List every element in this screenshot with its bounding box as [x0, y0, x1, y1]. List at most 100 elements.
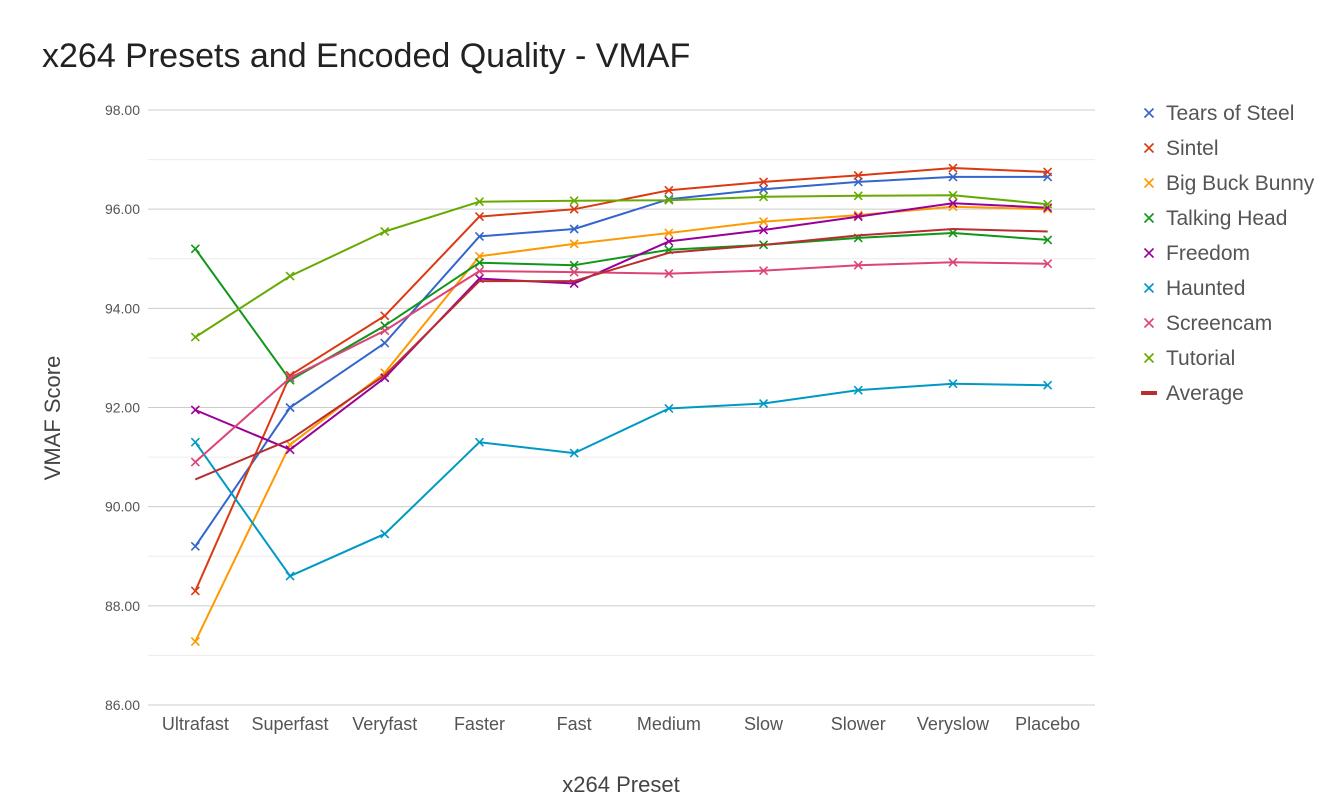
data-point: [569, 260, 579, 270]
x-axis-ticks: Ultrafast Superfast Veryfast Faster Fast Medi…: [162, 714, 1080, 734]
x-tick-label: Placebo: [1015, 714, 1080, 734]
data-point: [948, 163, 958, 173]
data-point: [474, 212, 485, 222]
data-point: [569, 267, 579, 277]
x-tick-label: Slow: [744, 714, 784, 734]
x-tick-label: Fast: [557, 714, 592, 734]
series-big-buck-bunny: [190, 202, 1053, 647]
legend-marker: [1143, 177, 1155, 189]
data-point: [948, 257, 958, 267]
y-tick-label: 98.00: [105, 102, 140, 118]
data-point: [380, 326, 390, 336]
data-point: [569, 224, 579, 234]
series-line-freedom: [194, 202, 1048, 451]
legend-marker: [1143, 142, 1155, 154]
data-point: [758, 216, 769, 227]
data-point: [569, 448, 579, 458]
legend: Tears of Steel Sintel Big Buck Bunny Talkin…: [1141, 102, 1315, 405]
data-point: [285, 373, 295, 383]
series-tutorial: [190, 190, 1053, 342]
legend-item: Tears of Steel: [1143, 102, 1294, 125]
data-point: [190, 586, 200, 596]
data-point: [664, 269, 674, 279]
legend-item: Screencam: [1143, 312, 1272, 335]
data-point: [474, 258, 485, 268]
data-point: [285, 402, 295, 413]
y-tick-label: 92.00: [105, 400, 140, 416]
data-point: [190, 244, 200, 254]
legend-marker: [1143, 107, 1155, 119]
data-point: [474, 231, 485, 242]
legend-label: Average: [1166, 382, 1244, 405]
grid-lines: [148, 109, 1095, 706]
data-point: [1043, 203, 1053, 213]
series-line-haunted: [194, 382, 1048, 578]
data-point: [758, 398, 769, 409]
y-tick-label: 94.00: [105, 300, 140, 316]
data-point: [1043, 259, 1053, 269]
data-point: [853, 191, 863, 201]
data-point: [285, 445, 295, 455]
data-point: [285, 571, 295, 581]
legend-marker: [1143, 352, 1155, 364]
legend-label: Freedom: [1166, 242, 1250, 265]
x-tick-label: Veryslow: [917, 714, 990, 734]
series-talking-head: [190, 228, 1053, 385]
data-point: [190, 405, 200, 415]
data-point: [380, 373, 390, 383]
series-line-average: [194, 228, 1048, 481]
data-point: [474, 266, 485, 276]
data-point: [758, 225, 769, 235]
legend-item: Haunted: [1143, 277, 1245, 300]
y-axis-title: VMAF Score: [40, 356, 65, 481]
chart-title: x264 Presets and Encoded Quality - VMAF: [42, 37, 690, 75]
legend-marker: [1143, 212, 1155, 224]
data-point: [664, 185, 674, 195]
data-point: [1043, 235, 1053, 245]
data-point: [380, 226, 390, 237]
legend-item: Average: [1141, 382, 1244, 405]
data-point: [190, 332, 200, 342]
data-point: [853, 170, 863, 181]
y-axis-ticks: 86.00 88.00 90.00 92.00 94.00 96.00 98.00: [105, 102, 140, 713]
x-tick-label: Faster: [454, 714, 505, 734]
legend-item: Tutorial: [1143, 347, 1235, 370]
series-line-tutorial: [194, 194, 1048, 338]
x-axis-title: x264 Preset: [562, 772, 679, 797]
data-point: [758, 184, 769, 194]
y-tick-label: 86.00: [105, 697, 140, 713]
data-point: [569, 204, 579, 214]
series-haunted: [190, 379, 1053, 581]
data-point: [664, 403, 674, 414]
x-tick-label: Veryfast: [352, 714, 417, 734]
legend-item: Talking Head: [1143, 207, 1287, 230]
legend-label: Tutorial: [1166, 347, 1235, 370]
data-point: [380, 529, 390, 539]
legend-marker: [1143, 282, 1155, 294]
y-tick-label: 88.00: [105, 598, 140, 614]
data-point: [948, 379, 958, 389]
data-point: [190, 636, 200, 647]
data-point: [1043, 199, 1053, 209]
legend-item: Freedom: [1143, 242, 1250, 265]
data-point: [1043, 167, 1053, 177]
series-lines: [190, 163, 1053, 647]
data-point: [758, 192, 769, 202]
legend-item: Big Buck Bunny: [1143, 172, 1315, 195]
data-point: [474, 197, 485, 207]
legend-marker: [1143, 247, 1155, 259]
data-point: [569, 239, 579, 249]
data-point: [664, 195, 674, 205]
data-point: [190, 541, 200, 551]
legend-label: Sintel: [1166, 137, 1219, 160]
data-point: [664, 228, 674, 238]
data-point: [190, 457, 200, 467]
data-point: [190, 437, 200, 447]
legend-label: Tears of Steel: [1166, 102, 1294, 125]
legend-label: Big Buck Bunny: [1166, 172, 1315, 195]
y-tick-label: 96.00: [105, 201, 140, 217]
data-point: [853, 212, 863, 222]
series-average: [194, 228, 1048, 481]
legend-label: Haunted: [1166, 277, 1245, 300]
